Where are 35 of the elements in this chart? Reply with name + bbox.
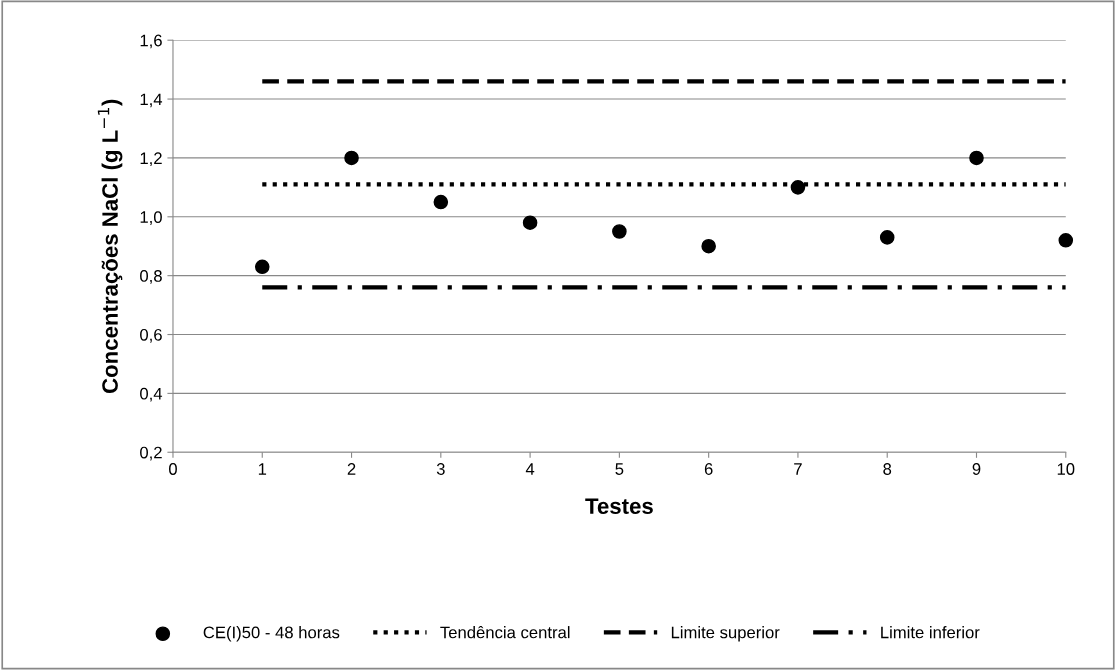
x-tick-label: 6 xyxy=(704,463,713,475)
y-tick-label: 1,0 xyxy=(140,211,162,225)
point xyxy=(612,224,627,239)
y-tick-label: 0,6 xyxy=(140,328,162,343)
y-tick-label: 0,4 xyxy=(140,387,163,402)
point xyxy=(701,238,716,254)
point xyxy=(879,230,895,245)
point xyxy=(344,150,359,166)
x-tick-label: 2 xyxy=(347,463,356,475)
x-tick-label: 3 xyxy=(436,463,445,475)
x-tick-label: 8 xyxy=(883,463,892,475)
point xyxy=(1058,233,1074,248)
y-tick-label: 1,4 xyxy=(140,93,163,108)
point xyxy=(433,194,449,210)
legend-label: CE(I)50 - 48 horas xyxy=(203,626,340,642)
y-tick-label: 0,2 xyxy=(140,446,162,461)
x-axis-title: Testes xyxy=(585,498,653,514)
x-tick-label: 4 xyxy=(525,463,535,475)
y-tick-label: 1,6 xyxy=(140,34,162,49)
x-tick-label: 10 xyxy=(1057,463,1075,475)
x-tick-label: 5 xyxy=(615,463,624,475)
legend-label: Limite inferior xyxy=(881,626,980,639)
point xyxy=(254,259,270,275)
x-tick-label: 9 xyxy=(972,463,981,475)
x-tick-label: 7 xyxy=(794,463,802,475)
x-tick-label: 1 xyxy=(258,463,267,475)
y-axis-title: Concentrações NaCl (g L$^{−1}$) xyxy=(97,99,123,394)
y-tick-label: 0,8 xyxy=(140,270,162,284)
point xyxy=(522,215,538,230)
point xyxy=(790,180,806,195)
legend-label: Limite superior xyxy=(671,626,780,642)
legend-label: Tendência central xyxy=(440,626,570,639)
x-tick-label: 0 xyxy=(169,463,177,475)
point xyxy=(969,150,984,166)
y-tick-label: 1,2 xyxy=(140,152,162,167)
